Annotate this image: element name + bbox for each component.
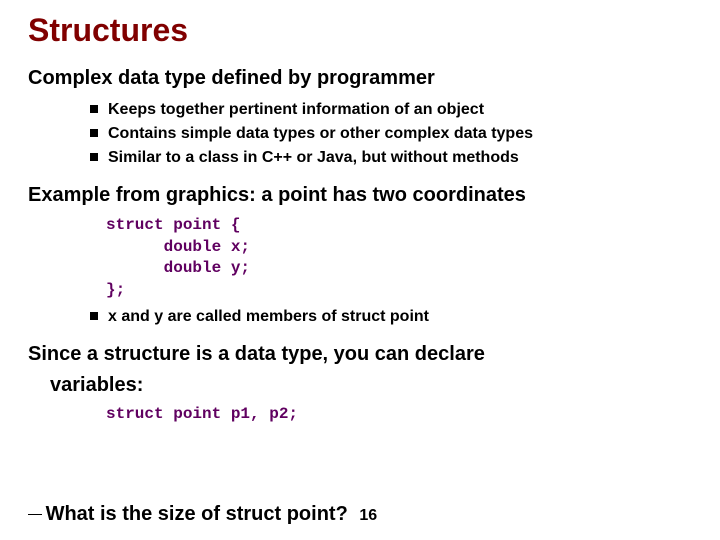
section2-heading: Example from graphics: a point has two c… bbox=[28, 184, 692, 207]
list-item: Similar to a class in C++ or Java, but w… bbox=[90, 146, 692, 170]
slide: Structures Complex data type defined by … bbox=[0, 0, 720, 423]
section3-heading-line2: variables: bbox=[28, 374, 692, 397]
section3-heading-line1: Since a structure is a data type, you ca… bbox=[28, 343, 692, 366]
page-number: 16 bbox=[359, 507, 377, 524]
slide-title: Structures bbox=[28, 12, 692, 49]
list-item: x and y are called members of struct poi… bbox=[90, 305, 692, 329]
list-item: Contains simple data types or other comp… bbox=[90, 122, 692, 146]
list-item: Keeps together pertinent information of … bbox=[90, 98, 692, 122]
footer-question: What is the size of struct point? bbox=[46, 503, 348, 525]
dash-icon bbox=[28, 514, 42, 515]
footer-question-row: What is the size of struct point? 16 bbox=[28, 503, 688, 526]
code-declare-vars: struct point p1, p2; bbox=[106, 405, 692, 423]
section1-bullets: Keeps together pertinent information of … bbox=[28, 98, 692, 170]
code-struct-point: struct point { double x; double y; }; bbox=[106, 215, 692, 301]
section1-heading: Complex data type defined by programmer bbox=[28, 67, 692, 90]
section2-bullets: x and y are called members of struct poi… bbox=[28, 305, 692, 329]
